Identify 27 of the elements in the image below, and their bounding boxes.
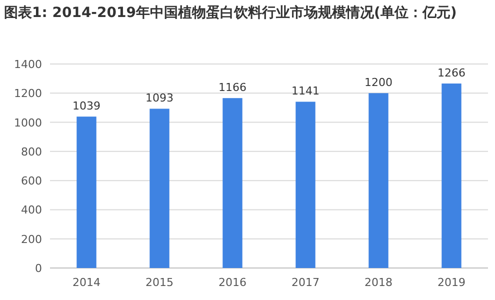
x-tick-label: 2016: [218, 276, 246, 289]
y-tick-label: 1000: [14, 116, 42, 130]
y-tick-label: 600: [21, 174, 42, 188]
y-tick-label: 200: [21, 232, 42, 246]
data-label: 1266: [438, 66, 466, 80]
data-label: 1141: [292, 84, 320, 98]
y-tick-label: 400: [21, 204, 42, 217]
bar: [368, 93, 388, 268]
y-tick-label: 1400: [14, 58, 42, 71]
y-tick-label: 800: [21, 145, 42, 158]
chart-title: 图表1: 2014-2019年中国植物蛋白饮料行业市场规模情况(单位：亿元): [4, 4, 458, 23]
data-label: 1166: [218, 81, 246, 94]
bar: [76, 116, 96, 268]
bar: [150, 108, 170, 268]
x-tick-label: 2014: [72, 276, 100, 289]
y-tick-label: 0: [35, 262, 42, 275]
data-label: 1200: [364, 76, 392, 90]
bar: [442, 84, 462, 268]
bar: [296, 102, 316, 268]
y-tick-label: 1200: [14, 87, 42, 100]
data-label: 1093: [146, 92, 174, 105]
x-tick-label: 2019: [438, 276, 466, 289]
x-tick-label: 2018: [364, 276, 392, 289]
data-label: 1039: [72, 100, 100, 113]
x-tick-label: 2015: [146, 276, 174, 289]
x-tick-label: 2017: [292, 276, 320, 289]
bar: [222, 98, 242, 268]
